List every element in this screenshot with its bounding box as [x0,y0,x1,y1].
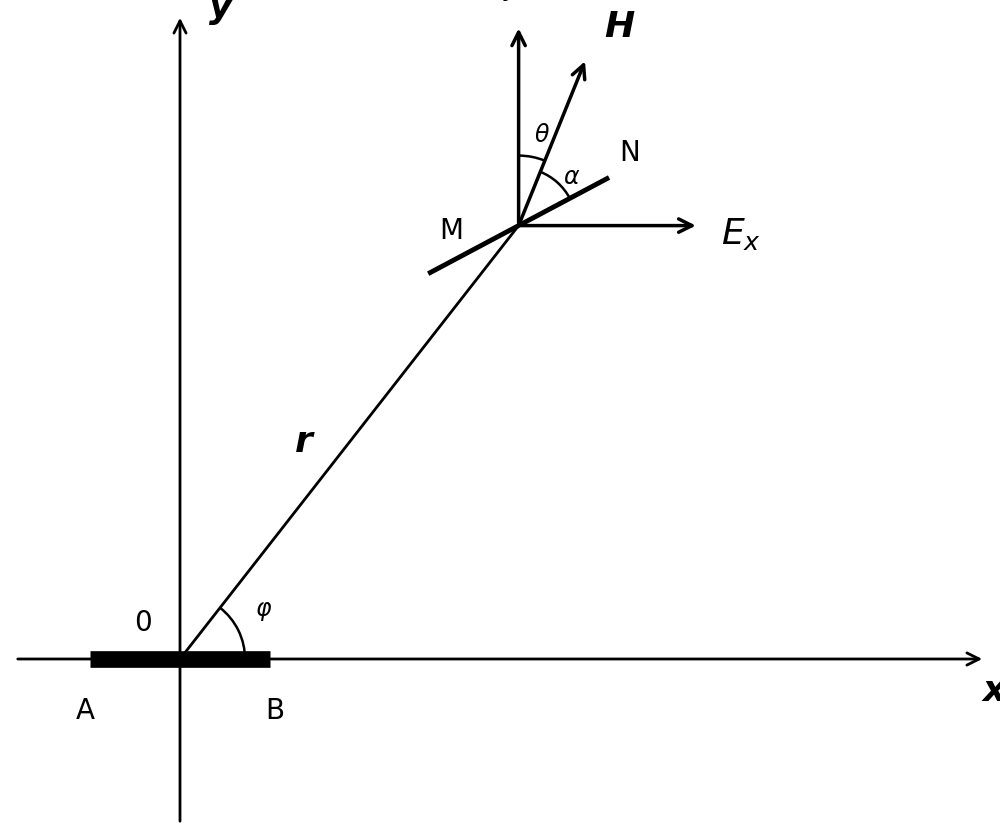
Text: 0: 0 [134,609,152,637]
Text: $\boldsymbol{x}$: $\boldsymbol{x}$ [981,674,1000,708]
Text: $\boldsymbol{y}$: $\boldsymbol{y}$ [208,0,235,27]
Text: $\boldsymbol{E_y}$: $\boldsymbol{E_y}$ [481,0,521,3]
Text: $\alpha$: $\alpha$ [563,164,580,189]
Text: B: B [265,697,285,725]
Text: $\boldsymbol{r}$: $\boldsymbol{r}$ [294,425,316,460]
Text: M: M [440,216,464,245]
Text: N: N [619,138,640,167]
Text: A: A [76,697,95,725]
Text: $\boldsymbol{E_x}$: $\boldsymbol{E_x}$ [721,216,761,252]
Text: $\varphi$: $\varphi$ [255,598,272,623]
Text: $\theta$: $\theta$ [534,123,550,147]
Text: $\boldsymbol{H}$: $\boldsymbol{H}$ [604,10,636,44]
